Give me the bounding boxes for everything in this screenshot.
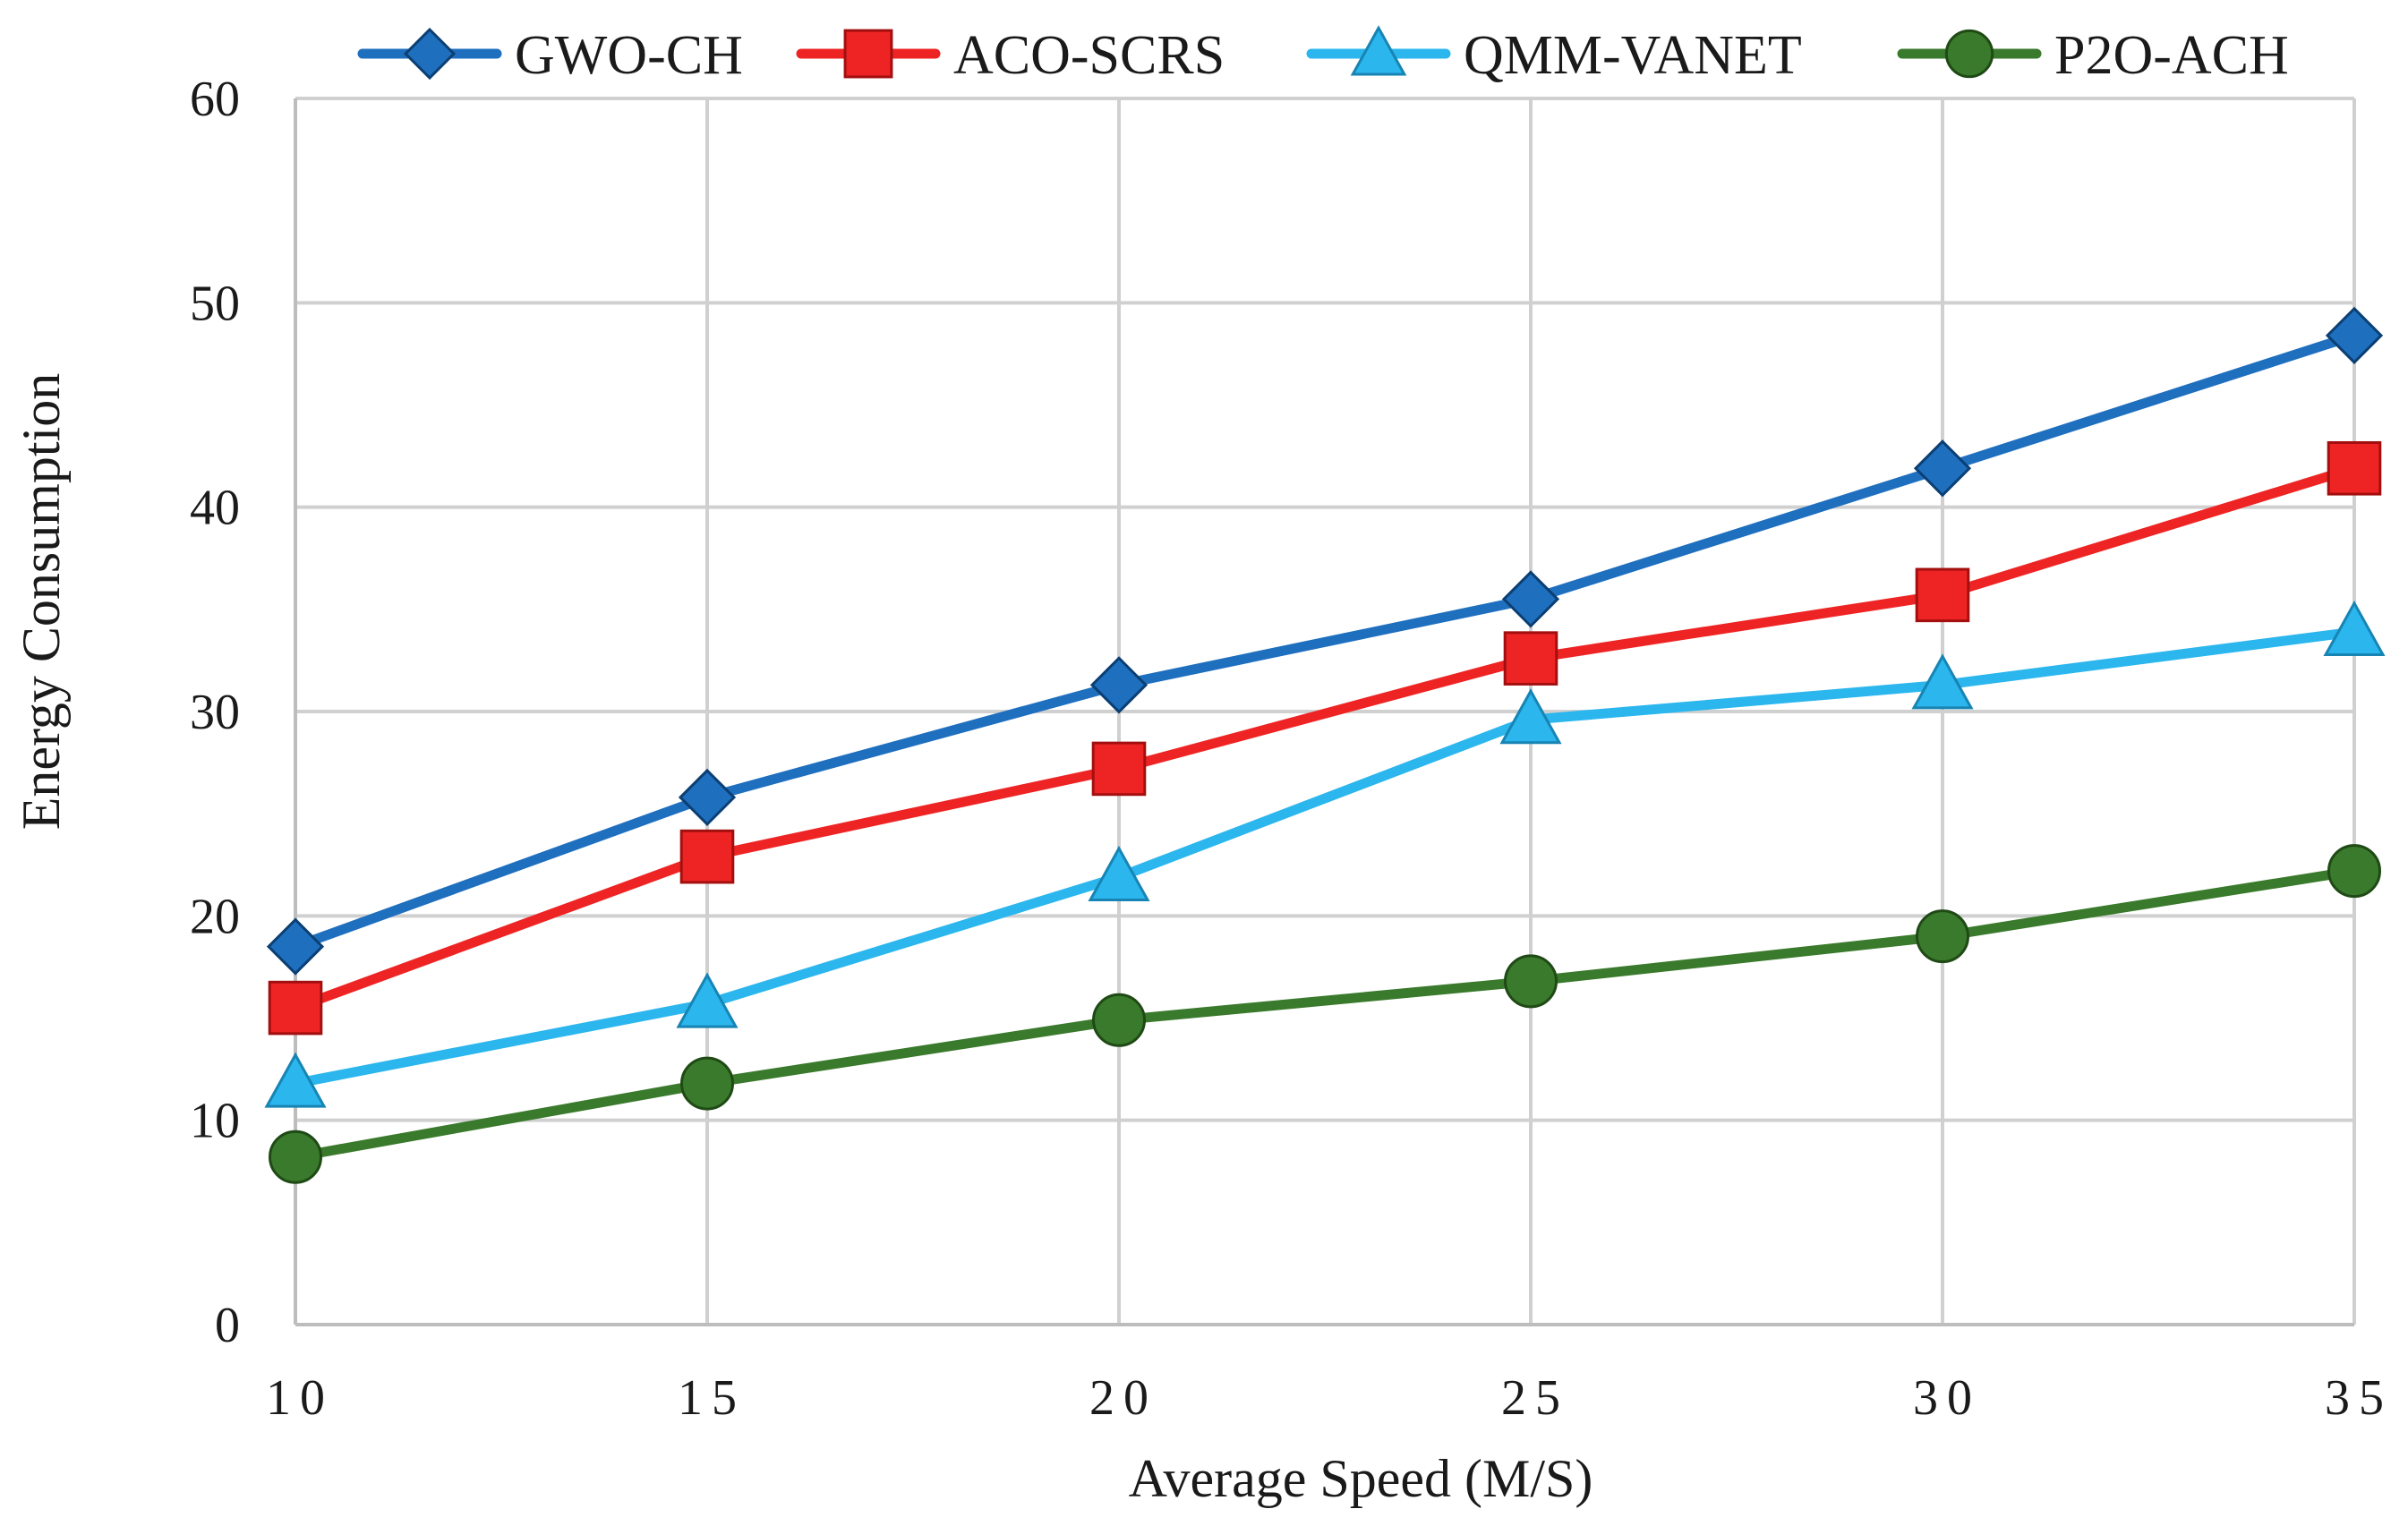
x-tick-label: 10 bbox=[266, 1370, 334, 1426]
data-point-p2o-ach bbox=[269, 1130, 322, 1184]
x-tick-label: 25 bbox=[1501, 1370, 1569, 1426]
data-point-aco-scrs bbox=[2327, 440, 2382, 496]
series bbox=[264, 306, 2386, 1184]
data-point-gwo-ch bbox=[678, 768, 737, 827]
y-axis-title: Energy Consumption bbox=[12, 373, 71, 831]
y-tick-label: 0 bbox=[215, 1298, 240, 1353]
y-tick-label: 20 bbox=[190, 889, 240, 944]
y-tick-label: 30 bbox=[190, 685, 240, 740]
series-p2o-ach bbox=[269, 844, 2381, 1184]
data-point-p2o-ach bbox=[1504, 954, 1558, 1009]
data-point-qmm-vanet bbox=[1088, 845, 1150, 902]
data-point-qmm-vanet bbox=[676, 972, 739, 1028]
data-point-aco-scrs bbox=[679, 829, 735, 884]
data-point-p2o-ach bbox=[1092, 993, 1146, 1047]
series-aco-scrs bbox=[268, 440, 2382, 1036]
data-point-gwo-ch bbox=[1913, 439, 1972, 498]
y-tick-label: 60 bbox=[190, 72, 240, 127]
data-point-p2o-ach bbox=[2327, 844, 2381, 899]
series-line-aco-scrs bbox=[290, 463, 2360, 1013]
legend-marker bbox=[403, 27, 457, 81]
data-point-qmm-vanet bbox=[1499, 688, 1562, 745]
x-tick-label: 30 bbox=[1913, 1370, 1981, 1426]
legend-label: GWO-CH bbox=[515, 25, 743, 86]
legend-marker bbox=[1944, 29, 1994, 79]
legend-item-gwo-ch: GWO-CH bbox=[357, 25, 743, 86]
data-point-gwo-ch bbox=[266, 917, 325, 976]
data-point-gwo-ch bbox=[2325, 306, 2384, 364]
data-point-aco-scrs bbox=[1091, 741, 1147, 797]
y-tick-label: 10 bbox=[190, 1094, 240, 1149]
data-point-aco-scrs bbox=[1503, 631, 1558, 686]
legend-item-qmm-vanet: QMM-VANET bbox=[1306, 25, 1802, 86]
y-tick-label: 40 bbox=[190, 481, 240, 536]
y-tick-label: 50 bbox=[190, 276, 240, 331]
legend-item-aco-scrs: ACO-SCRS bbox=[796, 25, 1225, 86]
x-axis-title: Average Speed (M/S) bbox=[1129, 1449, 1593, 1508]
data-point-gwo-ch bbox=[1501, 570, 1560, 628]
data-point-p2o-ach bbox=[680, 1056, 734, 1111]
series-line-qmm-vanet bbox=[290, 627, 2360, 1089]
data-point-qmm-vanet bbox=[264, 1052, 327, 1108]
x-tick-label: 15 bbox=[678, 1370, 746, 1426]
legend-label: P2O-ACH bbox=[2054, 25, 2289, 86]
data-point-aco-scrs bbox=[268, 980, 323, 1036]
legend-marker bbox=[843, 29, 893, 79]
legend-item-p2o-ach: P2O-ACH bbox=[1897, 25, 2289, 86]
legend-label: QMM-VANET bbox=[1464, 25, 1802, 86]
data-point-qmm-vanet bbox=[1911, 653, 1974, 710]
legend: GWO-CH ACO-SCRS QMM-VANET P2O-ACH bbox=[357, 25, 2289, 86]
legend-label: ACO-SCRS bbox=[953, 25, 1225, 86]
data-point-gwo-ch bbox=[1089, 656, 1148, 714]
series-line-p2o-ach bbox=[290, 865, 2360, 1163]
axes bbox=[294, 98, 2354, 1326]
legend-marker bbox=[1350, 25, 1407, 76]
gridlines bbox=[294, 97, 2356, 1326]
series-qmm-vanet bbox=[264, 600, 2386, 1108]
data-point-aco-scrs bbox=[1915, 567, 1970, 623]
tick-labels: 0 10 20 30 40 50 60 10 15 20 25 30 35 bbox=[190, 72, 2393, 1426]
series-line-gwo-ch bbox=[290, 330, 2360, 952]
x-tick-label: 35 bbox=[2325, 1370, 2393, 1426]
x-tick-label: 20 bbox=[1089, 1370, 1157, 1426]
data-point-qmm-vanet bbox=[2323, 600, 2386, 657]
data-point-p2o-ach bbox=[1916, 909, 1969, 964]
series-gwo-ch bbox=[266, 306, 2384, 976]
